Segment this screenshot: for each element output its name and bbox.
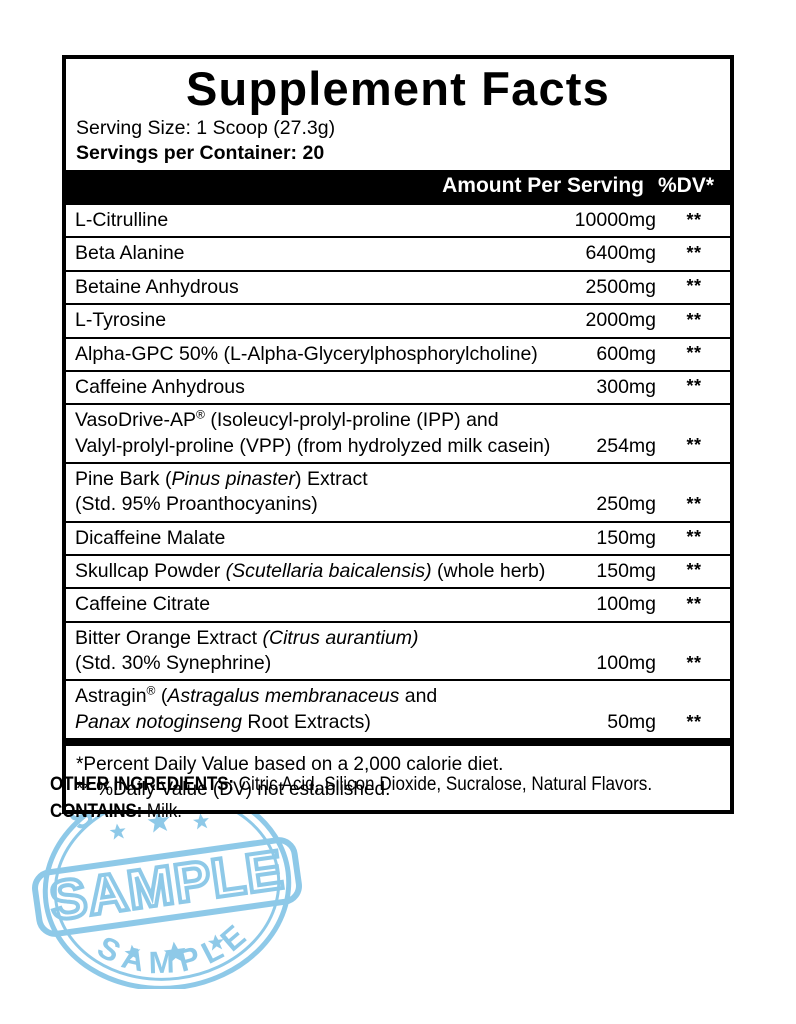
table-header-bar: Amount Per Serving %DV* [66, 170, 730, 203]
ingredient-dv: ** [686, 527, 702, 548]
ingredient-name-line2: (Std. 95% Proanthocyanins) [75, 493, 318, 516]
ingredient-name: Bitter Orange Extract (Citrus aurantium)… [66, 623, 560, 680]
amount-per-serving-header: Amount Per Serving [442, 174, 644, 198]
ingredient-name-text: Skullcap Powder (Scutellaria baicalensis… [75, 559, 546, 582]
stamp-banner-text: SAMPLE [46, 838, 288, 932]
ingredient-name: Astragin® (Astragalus membranaceus and P… [66, 681, 560, 738]
other-ingredients-label: OTHER INGREDIENTS: [50, 774, 234, 795]
table-row: VasoDrive-AP® (Isoleucyl-prolyl-proline … [66, 405, 730, 464]
ingredient-name: L-Citrulline [66, 205, 560, 236]
footnote-percent-daily-value: *Percent Daily Value based on a 2,000 ca… [76, 753, 504, 775]
ingredient-name-text: Alpha-GPC 50% (L-Alpha-Glycerylphosphory… [75, 342, 538, 365]
stamp-banner-box [32, 837, 302, 937]
ingredient-dv: ** [686, 209, 702, 230]
contains-label: CONTAINS: [50, 800, 143, 822]
ingredient-name-line1: VasoDrive-AP® (Isoleucyl-prolyl-proline … [75, 407, 499, 432]
ingredient-name-text: Caffeine Citrate [75, 593, 211, 616]
ingredient-name-text: Dicaffeine Malate [75, 526, 226, 549]
table-row: Dicaffeine Malate 150mg ** [66, 523, 730, 556]
other-ingredients-section: OTHER INGREDIENTS: Citric Acid, Silicon … [50, 772, 760, 826]
serving-size: Serving Size: 1 Scoop (27.3g) [76, 117, 336, 139]
ingredient-dv: ** [686, 652, 702, 673]
ingredient-dv: ** [686, 560, 702, 581]
table-row: Caffeine Citrate 100mg ** [66, 589, 730, 623]
ingredient-dv: ** [686, 494, 702, 515]
ingredient-name: L-Tyrosine [66, 305, 560, 336]
other-ingredients-line: OTHER INGREDIENTS: Citric Acid, Silicon … [50, 772, 689, 799]
ingredient-dv: ** [686, 276, 702, 297]
table-row: L-Citrulline 10000mg ** [66, 205, 730, 239]
contains-value: Milk. [142, 800, 183, 822]
ingredient-dv: ** [686, 342, 702, 363]
ingredient-name: Beta Alanine [66, 238, 560, 269]
ingredient-name-line1: Pine Bark (Pinus pinaster) Extract [75, 467, 368, 490]
ingredient-dv: ** [686, 435, 702, 456]
ingredient-name-line1: Bitter Orange Extract (Citrus aurantium) [75, 626, 419, 649]
registered-trademark-icon: ® [196, 407, 205, 422]
contains-line: CONTAINS: Milk. [50, 799, 689, 826]
ingredient-amount: 6400mg [585, 242, 656, 265]
ingredient-name-text: Caffeine Anhydrous [75, 375, 245, 398]
stamp-stars-bottom [124, 934, 224, 964]
ingredient-name-line2: Valyl-prolyl-proline (VPP) (from hydroly… [75, 434, 551, 457]
ingredient-name: Caffeine Anhydrous [66, 372, 560, 403]
stamp-banner: SAMPLE [32, 836, 302, 937]
ingredient-amount: 2500mg [585, 275, 656, 298]
ingredient-name: Betaine Anhydrous [66, 272, 560, 303]
table-row: Betaine Anhydrous 2500mg ** [66, 272, 730, 306]
ingredient-amount: 100mg [596, 593, 656, 616]
table-row: Caffeine Anhydrous 300mg ** [66, 372, 730, 406]
ingredient-name-line2: (Std. 30% Synephrine) [75, 651, 272, 674]
daily-value-header: %DV* [657, 174, 715, 198]
table-row: L-Tyrosine 2000mg ** [66, 305, 730, 339]
ingredient-name-line1: Astragin® (Astragalus membranaceus and [75, 683, 438, 708]
serving-info: Serving Size: 1 Scoop (27.3g) Servings p… [66, 114, 730, 168]
ingredient-name-line2: Panax notoginseng Root Extracts) [75, 710, 371, 733]
ingredient-dv: ** [686, 711, 702, 732]
table-row: Beta Alanine 6400mg ** [66, 238, 730, 272]
ingredient-amount: 50mg [607, 710, 656, 733]
stamp-arc-text-bottom: SAMPLE [88, 911, 261, 989]
ingredients-table: L-Citrulline 10000mg ** Beta Alanine 640… [66, 202, 730, 738]
ingredient-name: Pine Bark (Pinus pinaster) Extract (Std.… [66, 464, 560, 521]
ingredient-name: VasoDrive-AP® (Isoleucyl-prolyl-proline … [66, 405, 560, 462]
table-row: Alpha-GPC 50% (L-Alpha-Glycerylphosphory… [66, 339, 730, 372]
ingredient-amount: 300mg [596, 375, 656, 398]
ingredient-amount: 600mg [596, 342, 656, 365]
ingredient-name: Skullcap Powder (Scutellaria baicalensis… [66, 556, 560, 587]
ingredient-dv: ** [686, 593, 702, 614]
ingredient-name: Alpha-GPC 50% (L-Alpha-Glycerylphosphory… [66, 339, 560, 370]
ingredient-name: Caffeine Citrate [66, 589, 560, 620]
ingredient-amount: 100mg [596, 651, 656, 674]
ingredient-dv: ** [686, 309, 702, 330]
ingredient-dv: ** [686, 242, 702, 263]
supplement-facts-panel: Supplement Facts Serving Size: 1 Scoop (… [62, 55, 734, 815]
table-row: Skullcap Powder (Scutellaria baicalensis… [66, 556, 730, 590]
ingredient-amount: 150mg [596, 559, 656, 582]
ingredient-dv: ** [686, 376, 702, 397]
other-ingredients-value: Citric Acid, Silicon Dioxide, Sucralose,… [233, 774, 653, 795]
ingredient-amount: 10000mg [574, 209, 656, 232]
table-row: Bitter Orange Extract (Citrus aurantium)… [66, 623, 730, 682]
ingredient-name-text: L-Citrulline [75, 209, 169, 232]
ingredient-amount: 150mg [596, 526, 656, 549]
ingredient-amount: 2000mg [585, 309, 656, 332]
table-row: Pine Bark (Pinus pinaster) Extract (Std.… [66, 464, 730, 523]
ingredient-amount: 250mg [596, 493, 656, 516]
registered-trademark-icon: ® [146, 683, 156, 698]
table-row: Astragin® (Astragalus membranaceus and P… [66, 681, 730, 738]
page-title: Supplement Facts [185, 62, 610, 115]
servings-per-container: Servings per Container: 20 [76, 141, 325, 164]
ingredient-name: Dicaffeine Malate [66, 523, 560, 554]
ingredient-name-text: Betaine Anhydrous [75, 275, 239, 298]
ingredient-name-text: L-Tyrosine [75, 309, 167, 332]
footnote-divider [66, 737, 730, 746]
ingredient-amount: 254mg [596, 434, 656, 457]
ingredient-name-text: Beta Alanine [75, 242, 185, 265]
